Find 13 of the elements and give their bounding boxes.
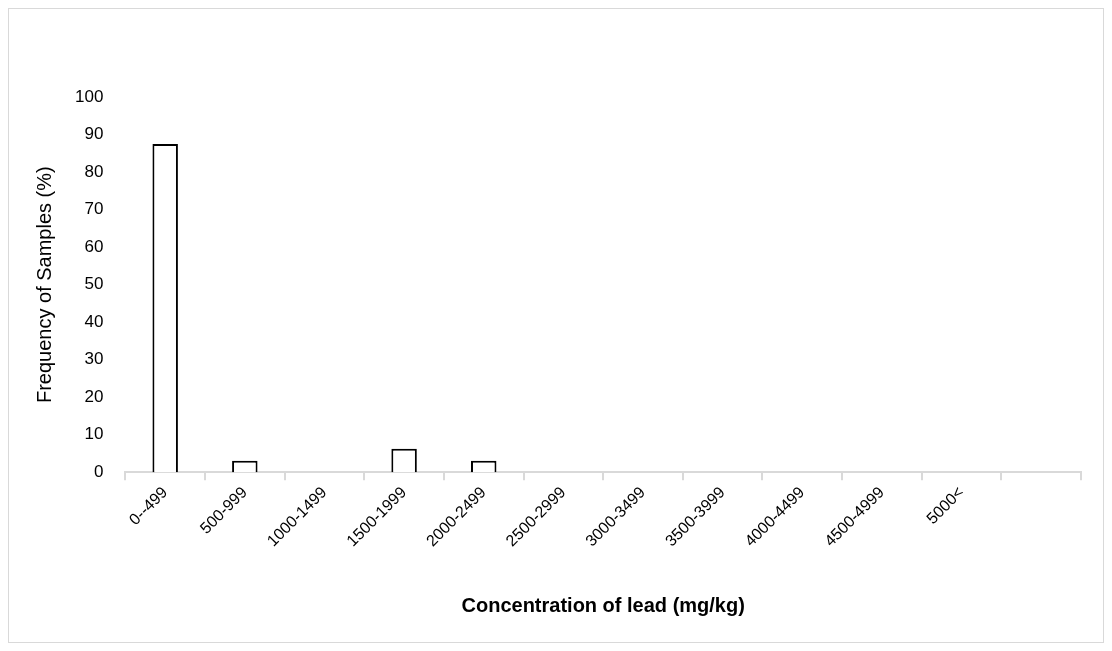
y-tick-label: 90 — [84, 124, 104, 144]
y-tick-label: 30 — [84, 349, 104, 369]
y-tick-label: 80 — [84, 161, 104, 181]
y-tick-label: 50 — [84, 274, 104, 294]
y-tick-label: 10 — [84, 424, 104, 444]
y-tick-label: 100 — [74, 86, 104, 106]
y-axis-title: Frequency of Samples (%) — [32, 166, 55, 404]
y-tick-label: 70 — [84, 199, 104, 219]
y-tick-label: 40 — [84, 311, 104, 331]
y-tick-label: 60 — [84, 236, 104, 256]
x-axis-title: Concentration of lead (mg/kg) — [461, 593, 745, 616]
y-tick-label: 0 — [93, 462, 104, 482]
y-tick-label: 20 — [84, 386, 104, 406]
